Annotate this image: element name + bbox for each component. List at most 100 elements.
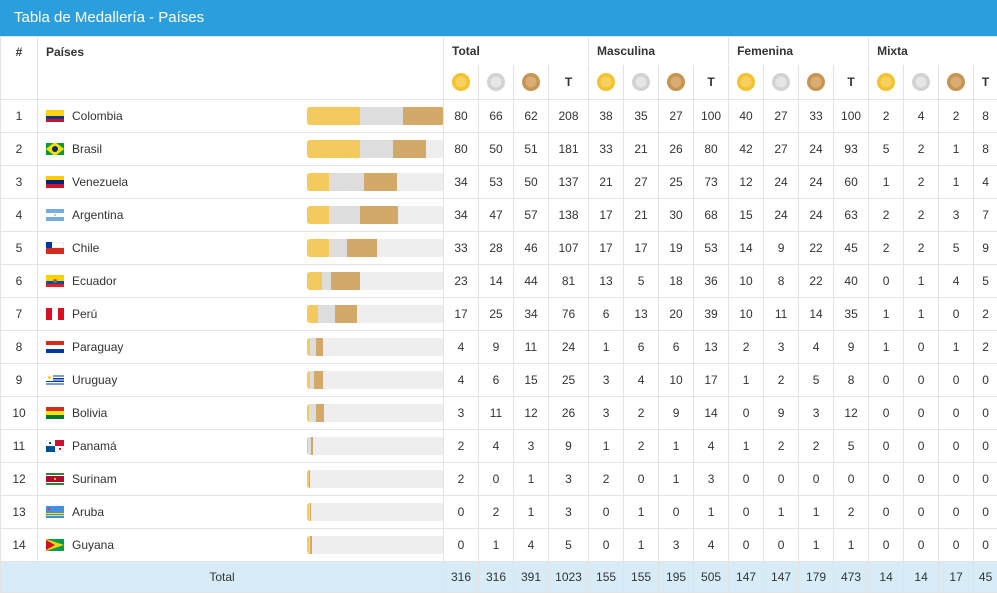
total-bronze-cell: 11 [513, 330, 549, 364]
sort-mixta-t[interactable]: T [973, 64, 997, 100]
country-cell[interactable]: Uruguay [37, 363, 444, 397]
fem-bronze-cell: 1 [798, 528, 835, 562]
gold-bar-segment [307, 107, 360, 125]
masc-t-cell: 80 [693, 132, 730, 166]
country-name[interactable]: Ecuador [72, 274, 117, 288]
masc-bronze-cell: 3 [658, 528, 695, 562]
country-cell[interactable]: Panamá [37, 429, 444, 463]
medal-table: # Países Total Masculina Femenina Mixta … [0, 36, 997, 593]
total-bronze-cell: 62 [513, 99, 549, 133]
country-name[interactable]: Aruba [72, 505, 105, 519]
country-cell[interactable]: Chile [37, 231, 444, 265]
sort-femenina-gold[interactable] [728, 64, 765, 100]
country-header[interactable]: Países [37, 36, 444, 100]
country-name[interactable]: Surinam [72, 472, 117, 486]
country-name[interactable]: Bolivia [72, 406, 108, 420]
country-name[interactable]: Argentina [72, 208, 124, 222]
sort-femenina-silver[interactable] [763, 64, 800, 100]
fem-bronze-cell: 24 [798, 198, 835, 232]
table-row: 3 Venezuela 34 53 50 137 21 27 25 73 12 24 24 60 1 2 1 4 [0, 165, 997, 199]
mixta-t-cell: 7 [973, 198, 997, 232]
mixta-bronze-cell: 0 [938, 396, 975, 430]
country-cell[interactable]: Surinam [37, 462, 444, 496]
silver-bar-segment [308, 404, 317, 422]
country-name[interactable]: Uruguay [72, 373, 118, 387]
fem-t-cell: 9 [833, 330, 870, 364]
sort-masculina-gold[interactable] [588, 64, 625, 100]
totals-fem-t-cell: 473 [833, 561, 870, 593]
sort-femenina-t[interactable]: T [833, 64, 870, 100]
country-name[interactable]: Brasil [72, 142, 103, 156]
total-bronze-cell: 44 [513, 264, 549, 298]
country-name[interactable]: Perú [72, 307, 98, 321]
total-bronze-cell: 57 [513, 198, 549, 232]
rank-cell: 1 [0, 99, 38, 133]
country-name[interactable]: Panamá [72, 439, 117, 453]
fem-t-cell: 2 [833, 495, 870, 529]
masc-t-cell: 4 [693, 429, 730, 463]
country-name[interactable]: Paraguay [72, 340, 124, 354]
sort-total-bronze[interactable] [513, 64, 549, 100]
rank-cell: 8 [0, 330, 38, 364]
sort-mixta-silver[interactable] [903, 64, 940, 100]
fem-bronze-cell: 24 [798, 165, 835, 199]
sort-mixta-gold[interactable] [868, 64, 905, 100]
mixta-t-cell: 2 [973, 330, 997, 364]
silver-medal-icon [772, 73, 791, 91]
total-silver-cell: 25 [478, 297, 514, 331]
mixta-gold-cell: 2 [868, 99, 905, 133]
country-cell[interactable]: Guyana [37, 528, 444, 562]
mixta-bronze-cell: 1 [938, 132, 975, 166]
fem-silver-cell: 9 [763, 231, 800, 265]
country-cell[interactable]: Colombia [37, 99, 444, 133]
gold-bar-segment [307, 305, 319, 323]
country-cell[interactable]: Perú [37, 297, 444, 331]
country-cell[interactable]: Venezuela [37, 165, 444, 199]
sort-total-gold[interactable] [443, 64, 479, 100]
country-cell[interactable]: Brasil [37, 132, 444, 166]
fem-silver-cell: 0 [763, 462, 800, 496]
table-row: 1 Colombia 80 66 62 208 38 35 27 100 40 27 33 100 2 4 2 8 [0, 99, 997, 133]
sort-masculina-silver[interactable] [623, 64, 660, 100]
bronze-bar-segment [347, 239, 378, 257]
silver-bar-segment [359, 107, 404, 125]
country-cell[interactable]: Ecuador [37, 264, 444, 298]
sort-femenina-bronze[interactable] [798, 64, 835, 100]
masc-gold-cell: 1 [588, 429, 625, 463]
mixta-gold-cell: 0 [868, 429, 905, 463]
country-cell[interactable]: Bolivia [37, 396, 444, 430]
mixta-gold-cell: 0 [868, 528, 905, 562]
mixta-bronze-cell: 0 [938, 495, 975, 529]
fem-gold-cell: 10 [728, 297, 765, 331]
masc-silver-cell: 17 [623, 231, 660, 265]
sort-total-silver[interactable] [478, 64, 514, 100]
silver-bar-segment [309, 338, 316, 356]
rank-cell: 10 [0, 396, 38, 430]
fem-bronze-cell: 22 [798, 231, 835, 265]
medal-bar [307, 305, 443, 323]
masc-t-cell: 36 [693, 264, 730, 298]
group-header-femenina: Femenina [728, 36, 870, 65]
country-name[interactable]: Venezuela [72, 175, 129, 189]
country-name[interactable]: Guyana [72, 538, 115, 552]
flag-paraguay-icon [46, 341, 64, 353]
table-row: 8 Paraguay 4 9 11 24 1 6 6 13 2 3 4 9 1 0 1 2 [0, 330, 997, 364]
country-cell[interactable]: Paraguay [37, 330, 444, 364]
masc-t-cell: 3 [693, 462, 730, 496]
fem-gold-cell: 0 [728, 495, 765, 529]
total-gold-cell: 3 [443, 396, 479, 430]
fem-silver-cell: 3 [763, 330, 800, 364]
sort-mixta-bronze[interactable] [938, 64, 975, 100]
mixta-silver-cell: 1 [903, 264, 940, 298]
bronze-bar-segment [313, 371, 324, 389]
fem-bronze-cell: 3 [798, 396, 835, 430]
fem-gold-cell: 15 [728, 198, 765, 232]
country-cell[interactable]: Aruba [37, 495, 444, 529]
country-cell[interactable]: Argentina [37, 198, 444, 232]
sort-masculina-bronze[interactable] [658, 64, 695, 100]
country-name[interactable]: Colombia [72, 109, 123, 123]
masc-silver-cell: 1 [623, 528, 660, 562]
sort-total-t[interactable]: T [547, 64, 590, 100]
sort-masculina-t[interactable]: T [693, 64, 730, 100]
country-name[interactable]: Chile [72, 241, 100, 255]
